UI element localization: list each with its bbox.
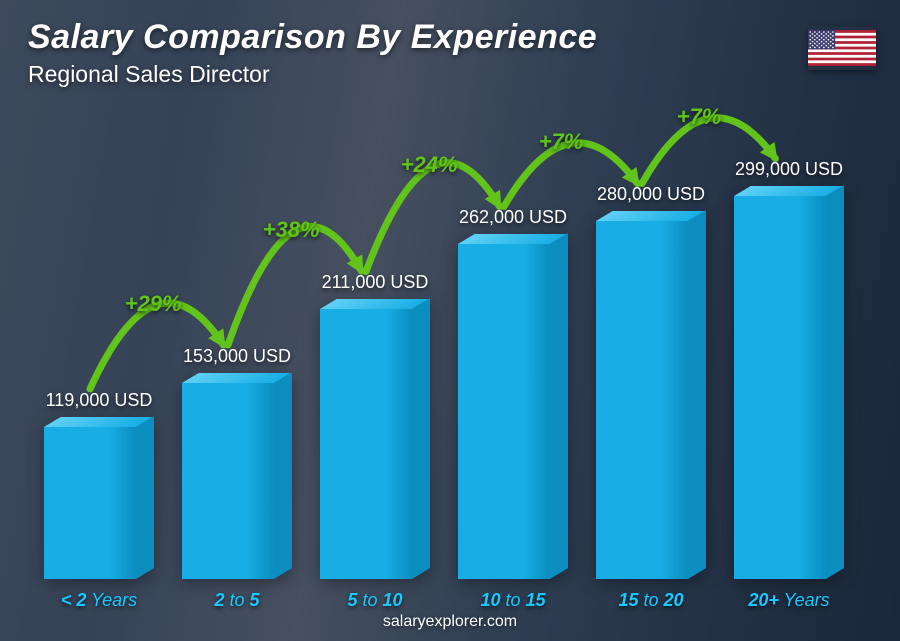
bar-chart: 119,000 USD< 2 Years153,000 USD2 to 5211…	[30, 109, 860, 579]
bar	[44, 417, 154, 579]
bar-front	[734, 196, 826, 579]
bar-side	[412, 298, 430, 579]
footer-source: salaryexplorer.com	[0, 613, 900, 631]
bar-side	[136, 416, 154, 579]
bar-front	[458, 244, 550, 579]
pct-increase-label: +7%	[539, 129, 584, 155]
bar-front	[44, 427, 136, 579]
bar	[596, 211, 706, 579]
bar-category-label: 15 to 20	[571, 590, 731, 611]
bar-side	[688, 210, 706, 579]
infographic-stage: Salary Comparison By Experience Regional…	[0, 0, 900, 641]
chart-title: Salary Comparison By Experience	[28, 18, 597, 57]
title-block: Salary Comparison By Experience Regional…	[28, 18, 597, 88]
pct-increase-label: +24%	[401, 152, 458, 178]
bar-slot: 299,000 USD20+ Years	[734, 186, 844, 579]
bar-category-label: 20+ Years	[709, 590, 869, 611]
bar-top	[44, 417, 153, 427]
us-flag-icon	[808, 26, 876, 70]
bar-slot: 119,000 USD< 2 Years	[44, 417, 154, 579]
bar-side	[826, 185, 844, 579]
bar-category-label: 2 to 5	[157, 590, 317, 611]
pct-increase-label: +29%	[125, 291, 182, 317]
bar	[734, 186, 844, 579]
pct-increase-label: +38%	[263, 217, 320, 243]
bar-side	[274, 372, 292, 579]
bar-slot: 280,000 USD15 to 20	[596, 211, 706, 579]
bar-front	[596, 221, 688, 579]
bar-side	[550, 233, 568, 579]
bar-front	[182, 383, 274, 579]
pct-increase-label: +7%	[677, 104, 722, 130]
bar-category-label: < 2 Years	[19, 590, 179, 611]
bar-category-label: 10 to 15	[433, 590, 593, 611]
bar-category-label: 5 to 10	[295, 590, 455, 611]
